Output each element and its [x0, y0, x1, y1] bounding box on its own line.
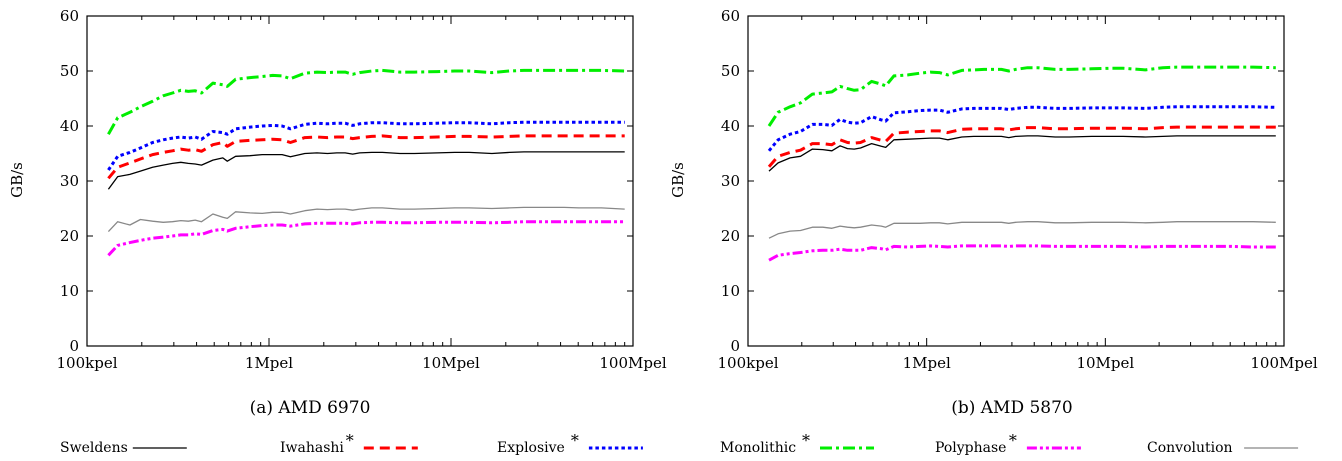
series-line-sweldens — [107, 151, 625, 190]
legend-star: * — [571, 431, 579, 450]
plot-frame — [86, 15, 634, 347]
panel-amd-6970: (a) AMD 6970 GB/s 0 10 20 30 40 50 60 100kpel 1M… — [8, 7, 667, 418]
series-line-explosive — [107, 120, 625, 171]
legend-item-iwahashi: Iwahashi * — [280, 431, 418, 456]
series-line-monolithic — [767, 65, 1276, 127]
series-line-iwahashi — [107, 134, 625, 180]
x-tick-label: 1Mpel — [245, 354, 293, 372]
x-tick-label: 1Mpel — [903, 354, 951, 372]
y-tick-label: 30 — [721, 172, 740, 190]
legend-label: Explosive — [497, 440, 565, 456]
y-tick-label: 10 — [721, 282, 740, 300]
legend-item-sweldens: Sweldens — [60, 440, 187, 456]
x-tick-label: 100Mpel — [599, 354, 666, 372]
series-line-convolution — [107, 206, 625, 233]
panel-caption: (b) AMD 5870 — [951, 398, 1073, 418]
y-tick-label: 50 — [721, 62, 740, 80]
legend-item-polyphase: Polyphase * — [935, 431, 1081, 456]
legend-label: Monolithic — [720, 440, 796, 456]
legend-item-monolithic: Monolithic * — [720, 431, 874, 456]
series-line-explosive — [767, 105, 1276, 152]
legend-star: * — [346, 431, 354, 450]
series-line-iwahashi — [767, 125, 1276, 168]
series-line-convolution — [768, 221, 1276, 239]
series-line-monolithic — [107, 68, 625, 135]
y-tick-label: 10 — [60, 282, 79, 300]
legend: Sweldens Iwahashi * Explosive * Monolithic * Po… — [60, 431, 1299, 456]
x-tick-label: 100kpel — [57, 354, 118, 372]
y-tick-label: 0 — [730, 337, 740, 355]
series-line-polyphase — [107, 220, 625, 257]
y-axis-label: GB/s — [669, 162, 687, 198]
y-tick-label: 50 — [60, 62, 79, 80]
x-tick-label: 10Mpel — [422, 354, 480, 372]
y-tick-label: 20 — [60, 227, 79, 245]
y-tick-label: 0 — [69, 337, 79, 355]
legend-item-explosive: Explosive * — [497, 431, 643, 456]
legend-label: Polyphase — [935, 440, 1006, 456]
series-line-polyphase — [768, 244, 1276, 262]
y-axis-label: GB/s — [8, 162, 26, 198]
series-line-sweldens — [768, 135, 1276, 172]
legend-label: Iwahashi — [280, 440, 344, 456]
plot-frame — [747, 15, 1285, 347]
y-tick-label: 20 — [721, 227, 740, 245]
y-tick-label: 40 — [60, 117, 79, 135]
legend-label: Sweldens — [60, 440, 128, 456]
panel-amd-5870: (b) AMD 5870 GB/s 0 10 20 30 40 50 60 100kpel 1M… — [669, 7, 1318, 418]
legend-star: * — [802, 431, 810, 450]
y-tick-label: 60 — [60, 7, 79, 25]
y-tick-label: 60 — [721, 7, 740, 25]
x-tick-label: 100Mpel — [1250, 354, 1317, 372]
legend-item-convolution: Convolution — [1147, 440, 1299, 456]
legend-star: * — [1009, 431, 1017, 450]
x-tick-label: 100kpel — [718, 354, 779, 372]
y-tick-label: 30 — [60, 172, 79, 190]
y-tick-label: 40 — [721, 117, 740, 135]
panel-caption: (a) AMD 6970 — [250, 398, 371, 418]
x-tick-label: 10Mpel — [1076, 354, 1134, 372]
legend-label: Convolution — [1147, 440, 1233, 456]
